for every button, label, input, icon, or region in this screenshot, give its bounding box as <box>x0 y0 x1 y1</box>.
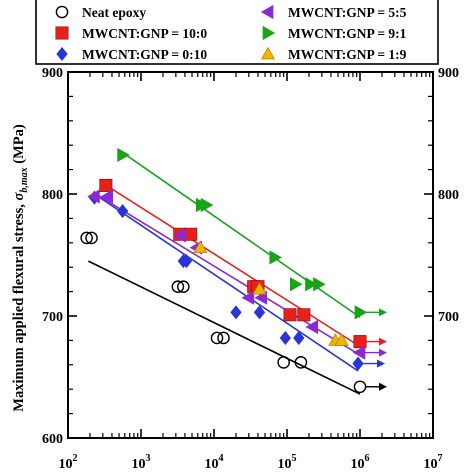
y-axis: 600 700 800 900 700 800 900 <box>42 66 459 447</box>
data-point <box>297 308 311 322</box>
legend-marker <box>260 46 276 60</box>
data-point <box>230 305 242 320</box>
runout-arrow <box>365 348 387 357</box>
y-tick-label-right: 700 <box>438 310 459 325</box>
legend-label: Neat epoxy <box>82 5 146 20</box>
x-tick-label: 103 <box>132 453 151 472</box>
y-tick-label-right: 800 <box>438 188 459 203</box>
runout-arrow <box>365 382 387 391</box>
legend-item: MWCNT:GNP = 1:9 <box>260 46 407 62</box>
y-tick-label: 600 <box>42 432 63 447</box>
data-point <box>184 227 198 241</box>
data-point <box>87 189 100 204</box>
x-axis: 102 103 104 105 106 107 <box>59 72 443 472</box>
data-point <box>252 281 267 295</box>
legend-label: MWCNT:GNP = 9:1 <box>288 26 407 41</box>
series-points <box>117 147 368 320</box>
data-point <box>241 290 255 305</box>
legend-label: MWCNT:GNP = 1:9 <box>288 47 407 62</box>
legend-marker <box>55 5 69 19</box>
series-points <box>80 231 367 394</box>
data-point <box>253 305 266 320</box>
data-point <box>313 277 326 292</box>
data-points <box>80 147 368 394</box>
data-point <box>173 228 187 243</box>
axes: 102 103 104 105 106 107 600 700 800 900 700 800 900 <box>42 66 459 472</box>
runout-arrow <box>365 337 387 346</box>
legend-marker <box>260 4 274 20</box>
data-point <box>283 308 297 322</box>
legend-label: MWCNT:GNP = 0:10 <box>82 47 207 62</box>
data-point <box>294 356 308 369</box>
x-tick-label: 107 <box>424 453 443 472</box>
legend-item: MWCNT:GNP = 0:10 <box>56 46 207 62</box>
data-point <box>210 331 224 345</box>
legend-item: MWCNT:GNP = 9:1 <box>262 25 407 41</box>
fit-line <box>95 193 361 356</box>
data-point <box>353 335 367 349</box>
x-tick-label: 104 <box>205 453 224 472</box>
data-point <box>117 147 130 163</box>
data-point <box>99 178 113 192</box>
legend-label: MWCNT:GNP = 5:5 <box>288 5 407 20</box>
fit-lines <box>87 149 361 395</box>
data-point <box>80 231 93 245</box>
data-point <box>293 330 305 346</box>
data-point <box>352 345 366 360</box>
data-point <box>353 380 367 394</box>
data-point <box>85 231 98 245</box>
series-points <box>193 240 349 346</box>
y-axis-label-group: Maximum applied flexural stress, σb,max … <box>11 124 30 412</box>
fit-line <box>87 260 361 395</box>
y-tick-label: 700 <box>42 310 63 325</box>
runout-arrow-head <box>377 359 386 368</box>
fit-line <box>100 181 361 348</box>
data-point <box>352 356 364 371</box>
series-points <box>99 178 367 349</box>
runout-arrow <box>363 359 386 368</box>
data-point <box>289 277 303 292</box>
legend: Neat epoxy MWCNT:GNP = 5:5 MWCNT:GNP = 10:… <box>35 0 439 65</box>
y-tick-label-right: 900 <box>438 66 459 81</box>
data-point <box>200 197 214 213</box>
legend-item: MWCNT:GNP = 5:5 <box>260 4 407 20</box>
data-point <box>171 280 185 294</box>
y-axis-label: Maximum applied flexural stress, σb,max … <box>11 124 30 412</box>
runout-arrow-head <box>379 308 387 317</box>
data-point <box>217 331 230 345</box>
runout-arrows <box>363 308 387 391</box>
runout-arrow-head <box>379 337 387 346</box>
legend-label: MWCNT:GNP = 10:0 <box>82 26 207 41</box>
data-point <box>177 280 190 294</box>
data-point <box>193 240 208 254</box>
data-point <box>354 305 368 320</box>
data-point <box>279 330 292 346</box>
legend-marker <box>56 46 68 62</box>
data-point <box>277 356 290 369</box>
runout-arrow-head <box>379 348 387 357</box>
runout-arrow-head <box>379 382 387 391</box>
x-tick-label: 106 <box>351 453 370 472</box>
legend-item: MWCNT:GNP = 10:0 <box>55 26 207 41</box>
legend-marker <box>55 26 69 40</box>
runout-arrow <box>365 308 387 317</box>
data-point <box>100 189 114 204</box>
data-point <box>180 254 193 269</box>
data-point <box>334 333 349 346</box>
data-point <box>269 250 282 265</box>
fit-line <box>118 149 361 318</box>
legend-marker <box>262 25 276 41</box>
plot-frame <box>67 71 434 439</box>
y-tick-label: 800 <box>42 188 63 203</box>
fit-line <box>93 193 359 372</box>
y-tick-label: 900 <box>42 66 63 81</box>
x-tick-label: 102 <box>59 453 78 472</box>
x-tick-label: 105 <box>278 453 297 472</box>
legend-frame <box>35 0 439 65</box>
legend-item: Neat epoxy <box>55 5 146 20</box>
data-point <box>305 277 318 292</box>
data-point <box>116 204 129 219</box>
data-point <box>305 319 319 335</box>
